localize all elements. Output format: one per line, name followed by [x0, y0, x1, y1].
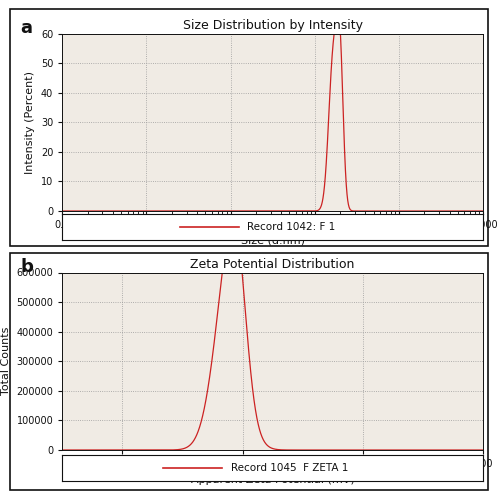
Text: a: a	[20, 20, 32, 38]
X-axis label: Size (d.nm): Size (d.nm)	[241, 236, 305, 246]
Title: Zeta Potential Distribution: Zeta Potential Distribution	[190, 258, 355, 272]
Text: Record 1045  F ZETA 1: Record 1045 F ZETA 1	[231, 463, 348, 473]
Title: Size Distribution by Intensity: Size Distribution by Intensity	[183, 20, 363, 32]
Text: b: b	[20, 258, 33, 276]
X-axis label: Apparent Zeta Potential (mV): Apparent Zeta Potential (mV)	[191, 474, 355, 484]
Y-axis label: Intensity (Percent): Intensity (Percent)	[25, 70, 35, 174]
Y-axis label: Total Counts: Total Counts	[1, 327, 11, 396]
Text: Record 1042: F 1: Record 1042: F 1	[248, 222, 336, 232]
